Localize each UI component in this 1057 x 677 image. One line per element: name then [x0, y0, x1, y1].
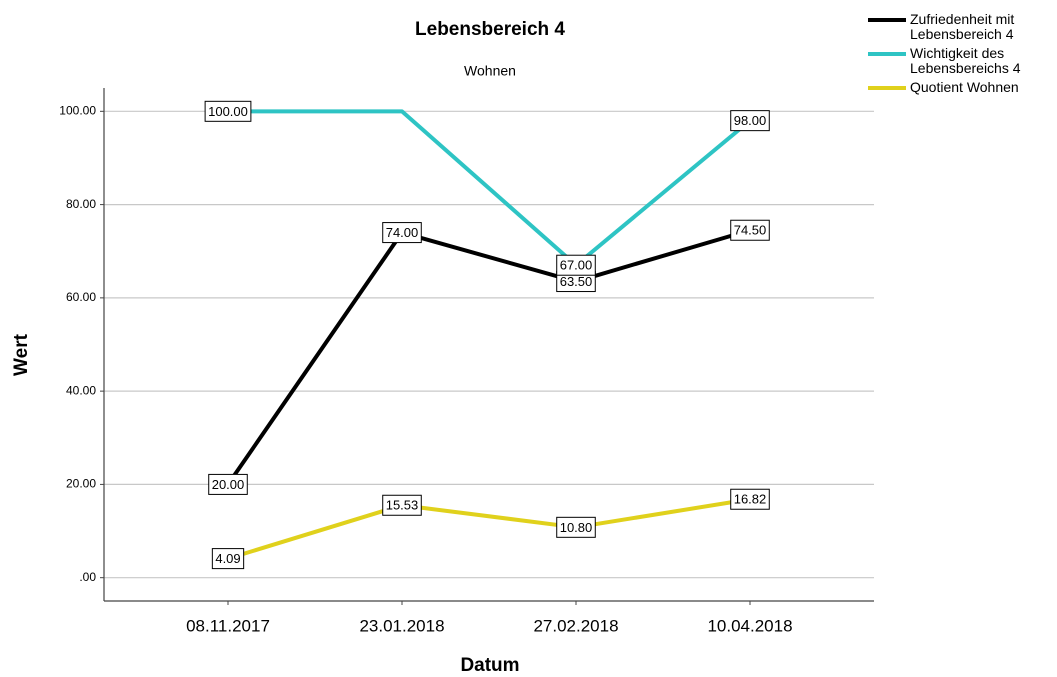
data-label-text: 63.50 — [560, 274, 593, 289]
data-label-box — [556, 254, 596, 276]
legend-swatch — [868, 18, 906, 22]
y-tick-label: 60.00 — [66, 290, 96, 304]
data-label-text: 67.00 — [560, 258, 593, 273]
chart-title: Lebensbereich 4 — [415, 19, 565, 40]
data-label-box — [730, 488, 770, 510]
data-label-box — [730, 219, 770, 241]
data-label: 98.00 — [730, 110, 770, 132]
data-label-text: 74.00 — [386, 225, 419, 240]
legend-entry: Zufriedenheit mit Lebensbereich 4 — [868, 12, 1054, 42]
data-label: 15.53 — [382, 494, 422, 516]
y-tick-label: 40.00 — [66, 383, 96, 397]
y-tick-label: 20.00 — [66, 477, 96, 491]
data-label-text: 20.00 — [212, 477, 245, 492]
data-label-box — [382, 222, 422, 244]
y-tick-label: 100.00 — [59, 103, 96, 117]
legend-swatch — [868, 86, 906, 90]
data-label: 63.50 — [556, 271, 596, 293]
y-tick-label: .00 — [79, 570, 96, 584]
data-label: 10.80 — [556, 516, 596, 538]
data-label-text: 4.09 — [215, 551, 240, 566]
series-line — [228, 109, 752, 268]
x-tick-label: 10.04.2018 — [707, 616, 792, 635]
data-label-box — [208, 473, 248, 495]
x-axis-label: Datum — [460, 655, 519, 676]
legend-label: Wichtigkeit des Lebensbereichs 4 — [910, 45, 1021, 76]
data-label-text: 98.00 — [734, 113, 767, 128]
data-label-box — [211, 548, 245, 570]
data-label-text: 16.82 — [734, 492, 767, 507]
data-label-box — [730, 110, 770, 132]
data-label-box — [382, 494, 422, 516]
y-axis-label: Wert — [11, 333, 32, 376]
legend-label: Zufriedenheit mit Lebensbereich 4 — [910, 11, 1015, 42]
data-label-text: 100.00 — [208, 104, 248, 119]
data-label: 67.00 — [556, 254, 596, 276]
series-line — [226, 228, 751, 486]
data-label-text: 10.80 — [560, 520, 593, 535]
chart-subtitle: Wohnen — [464, 63, 516, 79]
x-tick-label: 23.01.2018 — [359, 616, 444, 635]
legend: Zufriedenheit mit Lebensbereich 4 Wichtig… — [868, 12, 1054, 99]
data-label: 16.82 — [730, 488, 770, 510]
legend-label: Quotient Wohnen — [910, 79, 1019, 95]
data-label: 74.00 — [382, 222, 422, 244]
x-tick-label: 08.11.2017 — [186, 616, 270, 635]
data-label: 20.00 — [208, 473, 248, 495]
data-label-box — [556, 516, 596, 538]
data-label-text: 15.53 — [386, 498, 419, 513]
legend-swatch — [868, 52, 906, 56]
data-label-text: 74.50 — [734, 223, 767, 238]
data-label-box — [204, 100, 252, 122]
data-label: 4.09 — [211, 548, 245, 570]
legend-entry: Wichtigkeit des Lebensbereichs 4 — [868, 46, 1054, 76]
legend-entry: Quotient Wohnen — [868, 80, 1054, 95]
data-label: 74.50 — [730, 219, 770, 241]
series-line — [227, 497, 751, 561]
x-tick-label: 27.02.2018 — [533, 616, 618, 635]
y-tick-label: 80.00 — [66, 197, 96, 211]
data-label: 100.00 — [204, 100, 252, 122]
